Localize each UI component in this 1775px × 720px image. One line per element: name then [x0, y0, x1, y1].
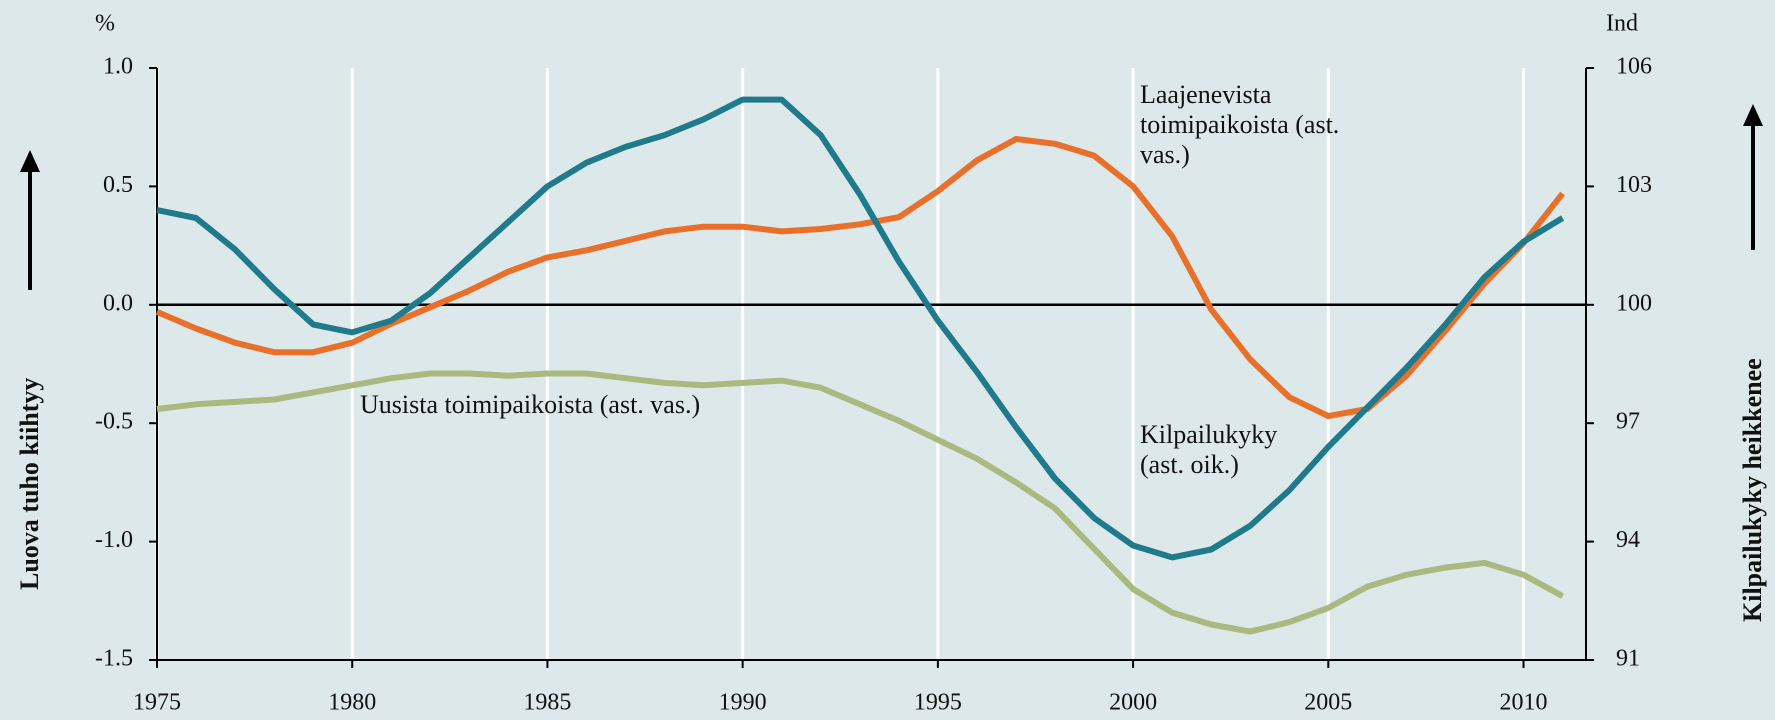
- x-tick-label: 2005: [1304, 690, 1352, 716]
- y-tick-label: 1.0: [103, 54, 133, 80]
- y2-tick-label: 91: [1616, 646, 1640, 672]
- y2-tick-label: 100: [1616, 290, 1652, 316]
- y-unit: %: [95, 11, 115, 37]
- series-label: Laajenevista toimipaikoista (ast. vas.): [1140, 80, 1340, 169]
- arrow-head: [1743, 104, 1763, 126]
- y-tick-label: -1.0: [95, 527, 133, 553]
- y2-tick-label: 97: [1616, 409, 1640, 435]
- y-axis-label: Luova tuho kiihtyy: [15, 378, 44, 590]
- x-tick-label: 2000: [1109, 690, 1157, 716]
- series-line: [156, 370, 1565, 635]
- y-tick-label: 0.5: [103, 172, 133, 198]
- series-line: [155, 136, 1565, 420]
- y-tick-label: 0.0: [103, 290, 133, 316]
- y2-axis-label: Kilpailukyky heikkenee: [1738, 358, 1767, 622]
- x-tick-label: 1985: [523, 690, 571, 716]
- series-label: Uusista toimipaikoista (ast. vas.): [360, 390, 701, 419]
- x-tick-label: 1990: [719, 690, 767, 716]
- x-tick-label: 1980: [328, 690, 376, 716]
- x-tick-label: 2010: [1500, 690, 1548, 716]
- x-tick-label: 1975: [133, 690, 181, 716]
- series-line: [156, 96, 1565, 561]
- y2-tick-label: 94: [1616, 527, 1640, 553]
- series-label: Kilpailukyky (ast. oik.): [1140, 420, 1278, 479]
- y2-unit: Ind: [1606, 11, 1638, 37]
- y-tick-label: -0.5: [95, 409, 133, 435]
- arrow-head: [20, 150, 40, 172]
- y2-tick-label: 103: [1616, 172, 1652, 198]
- x-tick-label: 1995: [914, 690, 962, 716]
- y-tick-label: -1.5: [95, 646, 133, 672]
- y2-tick-label: 106: [1616, 54, 1652, 80]
